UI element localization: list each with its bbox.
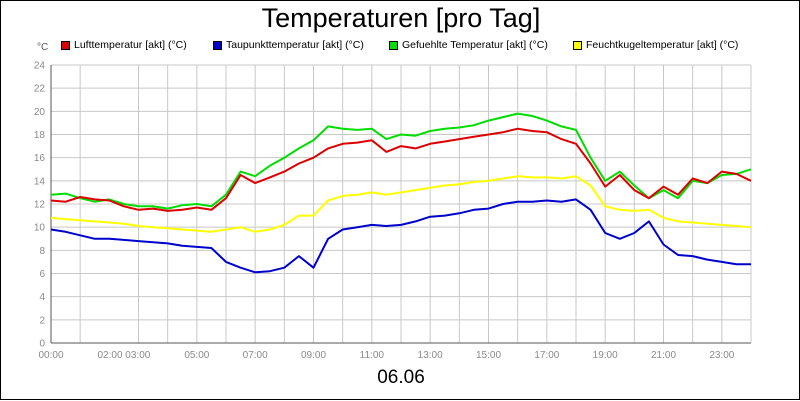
legend-item-feuchtkugeltemperatur: Feuchtkugeltemperatur [akt] (°C) bbox=[573, 39, 738, 51]
legend-item-lufttemperatur: Lufttemperatur [akt] (°C) bbox=[61, 39, 187, 51]
y-tick-label: 0 bbox=[39, 339, 45, 350]
legend-label-taupunkttemperatur: Taupunkttemperatur [akt] (°C) bbox=[226, 39, 364, 51]
y-tick-label: 10 bbox=[34, 223, 46, 234]
y-tick-label: 24 bbox=[34, 61, 46, 72]
legend-swatch-gefuehlte-temperatur bbox=[389, 40, 398, 50]
series-line-gefuehlte-temperatur bbox=[50, 112, 752, 210]
legend-label-lufttemperatur: Lufttemperatur [akt] (°C) bbox=[74, 39, 187, 51]
legend-label-gefuehlte-temperatur: Gefuehlte Temperatur [akt] (°C) bbox=[402, 39, 548, 51]
x-tick-label: 07:00 bbox=[243, 350, 268, 361]
x-tick-label: 00:00 bbox=[38, 350, 63, 361]
y-tick-label: 6 bbox=[39, 269, 45, 280]
legend-swatch-feuchtkugeltemperatur bbox=[573, 40, 582, 50]
x-axis-label: 06.06 bbox=[377, 367, 425, 388]
legend-item-gefuehlte-temperatur: Gefuehlte Temperatur [akt] (°C) bbox=[389, 39, 548, 51]
x-tick-label: 19:00 bbox=[593, 350, 618, 361]
series-line-lufttemperatur bbox=[50, 127, 752, 212]
x-tick-label: 17:00 bbox=[534, 350, 559, 361]
x-tick-label: 13:00 bbox=[418, 350, 443, 361]
y-tick-label: 8 bbox=[39, 246, 45, 257]
y-tick-label: 22 bbox=[34, 84, 46, 95]
y-tick-label: 14 bbox=[34, 176, 46, 187]
y-tick-label: 16 bbox=[34, 153, 46, 164]
x-tick-label: 05:00 bbox=[184, 350, 209, 361]
y-tick-label: 12 bbox=[34, 200, 46, 211]
x-tick-label: 11:00 bbox=[360, 350, 385, 361]
legend-swatch-lufttemperatur bbox=[61, 40, 70, 50]
x-tick-label: 23:00 bbox=[709, 350, 734, 361]
legend-item-taupunkttemperatur: Taupunkttemperatur [akt] (°C) bbox=[213, 39, 364, 51]
series-line-taupunkttemperatur bbox=[50, 198, 751, 274]
series-line-feuchtkugeltemperatur bbox=[50, 175, 752, 233]
x-tick-label: 21:00 bbox=[651, 350, 676, 361]
y-tick-label: 2 bbox=[39, 315, 45, 326]
y-tick-label: 20 bbox=[34, 107, 46, 118]
legend-swatch-taupunkttemperatur bbox=[213, 40, 222, 50]
y-tick-label: 4 bbox=[39, 292, 45, 303]
x-tick-label: 02:00 03:00 bbox=[98, 350, 151, 361]
chart-title: Temperaturen [pro Tag] bbox=[261, 3, 541, 33]
y-axis-label: °C bbox=[37, 42, 49, 53]
legend-label-feuchtkugeltemperatur: Feuchtkugeltemperatur [akt] (°C) bbox=[586, 39, 739, 51]
x-tick-label: 15:00 bbox=[476, 350, 501, 361]
x-tick-label: 09:00 bbox=[301, 350, 326, 361]
y-tick-label: 18 bbox=[34, 130, 46, 141]
